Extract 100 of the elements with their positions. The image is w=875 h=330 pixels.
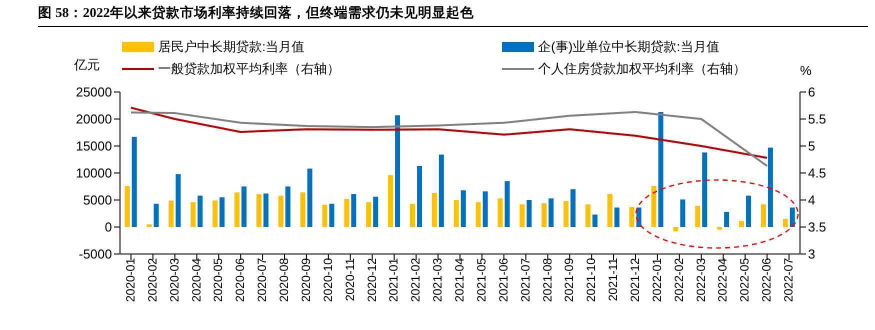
- bar: [416, 166, 422, 227]
- bar: [526, 200, 532, 227]
- x-tick-label: 2021-12: [628, 258, 642, 302]
- x-tick-label: 2022-07: [782, 258, 796, 302]
- bar: [724, 212, 730, 227]
- legend-label: 个人住房贷款加权平均利率（右轴）: [538, 60, 746, 78]
- bar: [482, 191, 488, 227]
- x-tick-label: 2022-01: [650, 258, 664, 302]
- bar: [168, 200, 174, 227]
- bar: [592, 214, 598, 227]
- x-tick-label: 2021-07: [518, 258, 532, 302]
- y-tick-label: 15000: [76, 138, 112, 154]
- x-tick-label: 2020-10: [320, 258, 335, 302]
- bar: [498, 198, 503, 227]
- x-tick-label: 2021-09: [562, 258, 576, 302]
- bar: [198, 196, 203, 227]
- legend-label: 居民户中长期贷款:当月值: [158, 38, 305, 56]
- x-tick-label: 2021-11: [606, 258, 620, 302]
- bar: [520, 204, 525, 227]
- bar: [395, 115, 400, 227]
- bar: [146, 224, 152, 227]
- bar: [570, 189, 576, 227]
- x-tick-label: 2021-08: [540, 258, 554, 302]
- bar: [548, 198, 554, 227]
- bar: [432, 192, 437, 227]
- y-tick-label: 25000: [76, 84, 112, 100]
- y2-tick-label: 5: [808, 138, 816, 154]
- bar: [329, 204, 334, 227]
- x-tick-label: 2022-06: [760, 258, 774, 302]
- x-tick-label: 2021-05: [474, 258, 488, 302]
- bar: [278, 196, 284, 227]
- bar: [717, 227, 722, 230]
- bar: [124, 186, 130, 227]
- y-tick-label: 20000: [76, 112, 112, 127]
- x-tick-label: 2020-11: [342, 258, 357, 302]
- y-tick-label: 10000: [76, 166, 112, 181]
- x-tick-label: 2021-02: [408, 258, 423, 302]
- bar: [564, 201, 569, 227]
- bar: [651, 186, 656, 227]
- y2-tick-label: 4.5: [808, 166, 826, 181]
- x-tick-label: 2022-04: [716, 258, 730, 302]
- bar: [702, 152, 708, 227]
- legend-label: 企(事)业单位中长期贷款:当月值: [538, 38, 720, 56]
- bar: [504, 181, 510, 227]
- bar: [673, 227, 678, 232]
- bar: [300, 192, 306, 227]
- bar: [680, 199, 686, 227]
- bar: [790, 208, 795, 227]
- line-series: [130, 110, 768, 167]
- x-tick-label: 2020-03: [167, 258, 182, 302]
- y2-tick-label: 5.5: [808, 112, 826, 127]
- x-tick-label: 2020-09: [298, 258, 313, 302]
- x-tick-label: 2021-03: [430, 258, 445, 302]
- bar: [234, 192, 240, 227]
- bar: [607, 194, 612, 227]
- bar: [212, 200, 218, 227]
- bar: [351, 194, 356, 227]
- bar: [585, 204, 590, 227]
- y2-tick-label: 3.5: [808, 220, 826, 235]
- bar: [263, 194, 268, 227]
- x-tick-label: 2021-06: [496, 258, 510, 302]
- x-tick-label: 2020-08: [277, 258, 292, 302]
- bar: [476, 202, 481, 227]
- legend-label: 一般贷款加权平均利率（右轴）: [158, 60, 340, 78]
- y-axis-title: 亿元: [74, 56, 100, 74]
- line-series: [130, 106, 768, 159]
- x-tick-label: 2020-02: [145, 258, 160, 302]
- y-tick-label: 0: [104, 220, 112, 235]
- x-tick-label: 2022-02: [672, 258, 686, 302]
- y2-tick-label: 3: [808, 246, 816, 262]
- x-tick-label: 2021-10: [584, 258, 598, 302]
- bar: [242, 186, 247, 227]
- bar: [739, 221, 744, 227]
- bar: [629, 207, 634, 227]
- y2-axis-title: %: [800, 63, 812, 78]
- bar: [746, 196, 752, 227]
- bar: [256, 194, 262, 227]
- bar: [460, 190, 466, 227]
- y-tick-label: -5000: [78, 246, 112, 262]
- bar: [388, 175, 394, 227]
- bar: [695, 206, 700, 227]
- x-tick-label: 2020-04: [189, 258, 204, 302]
- bar: [366, 202, 372, 227]
- x-tick-label: 2020-05: [211, 258, 226, 302]
- bar: [220, 197, 225, 227]
- bar: [176, 174, 181, 227]
- x-tick-label: 2020-06: [233, 258, 248, 302]
- x-tick-label: 2022-05: [738, 258, 752, 302]
- bar: [190, 202, 196, 227]
- x-tick-label: 2020-01: [123, 258, 138, 302]
- bar: [322, 204, 328, 227]
- bar: [154, 204, 159, 227]
- bar: [760, 204, 766, 227]
- bar: [542, 203, 547, 227]
- bar: [285, 186, 290, 227]
- bar: [438, 154, 444, 227]
- x-tick-label: 2020-12: [364, 258, 379, 302]
- y2-tick-label: 6: [808, 84, 816, 100]
- x-tick-label: 2020-07: [255, 258, 270, 302]
- x-tick-label: 2021-01: [386, 258, 401, 302]
